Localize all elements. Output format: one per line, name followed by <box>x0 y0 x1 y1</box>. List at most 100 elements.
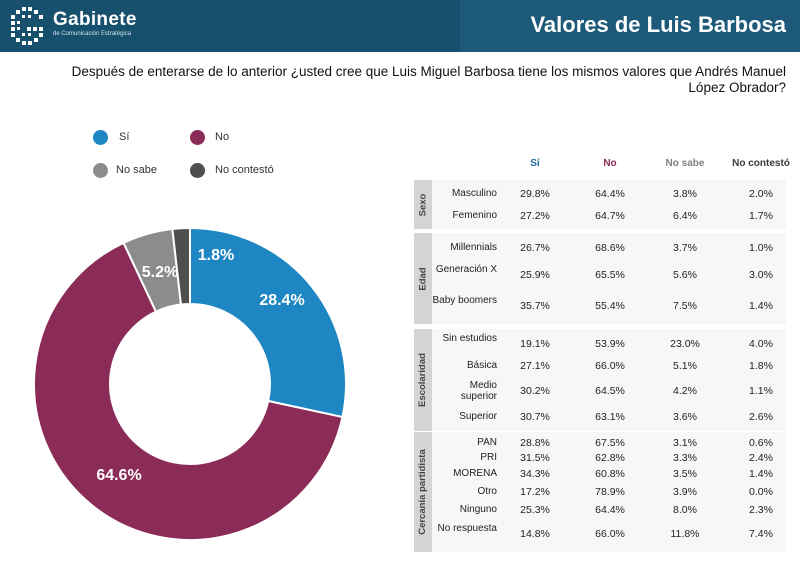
table-cell: 19.1% <box>520 337 550 350</box>
table-cell: 11.8% <box>670 528 700 540</box>
table-cell: 2.0% <box>749 188 773 200</box>
table-cell: 7.4% <box>749 528 773 540</box>
table-cell: 0.6% <box>749 436 773 449</box>
table-cell: 1.1% <box>749 385 773 397</box>
group-label: Edad <box>417 266 428 291</box>
table-cell: 1.8% <box>749 360 773 372</box>
table-cell: 3.6% <box>673 410 697 423</box>
donut-label-no-contest-: 1.8% <box>198 247 234 264</box>
table-cell: 64.4% <box>595 504 625 516</box>
group-cercan-a-partidista <box>414 432 786 552</box>
table-cell: 3.8% <box>673 188 697 200</box>
row-label: Superior <box>459 410 497 422</box>
table-cell: 26.7% <box>520 241 550 254</box>
column-header-no-contest-: No contestó <box>732 158 790 169</box>
legend-swatch-no <box>190 130 205 145</box>
table-cell: 14.8% <box>520 528 550 540</box>
page-title: Valores de Luis Barbosa <box>530 12 786 37</box>
table-cell: 55.4% <box>595 300 625 312</box>
table-cell: 3.7% <box>673 241 697 254</box>
table-cell: 2.4% <box>749 451 773 464</box>
donut-slice-s- <box>189 226 347 419</box>
table-cell: 5.6% <box>673 269 697 281</box>
table-cell: 27.2% <box>520 209 550 222</box>
table-cell: 1.0% <box>749 241 773 254</box>
table-cell: 3.0% <box>749 269 773 281</box>
table-cell: 64.5% <box>595 385 625 397</box>
row-label: PRI <box>480 451 497 463</box>
table-cell: 1.4% <box>749 468 773 480</box>
table-cell: 0.0% <box>749 486 773 498</box>
row-label: Medio superior <box>460 380 497 402</box>
table-cell: 1.4% <box>749 300 773 312</box>
table-cell: 27.1% <box>520 360 550 372</box>
row-label: Ninguno <box>459 504 497 515</box>
table-cell: 65.5% <box>595 269 625 281</box>
table-cell: 2.3% <box>749 504 773 516</box>
table-cell: 3.1% <box>673 436 697 449</box>
group-label-bar <box>414 180 432 229</box>
row-label: Básica <box>466 360 497 371</box>
legend-swatch-no-sabe <box>93 163 108 178</box>
row-label: Otro <box>477 486 497 497</box>
table-cell: 3.9% <box>673 486 697 498</box>
row-label: Femenino <box>452 209 497 221</box>
group-label-bar <box>414 233 432 324</box>
row-label: Millennials <box>450 241 497 253</box>
column-header-no: No <box>603 158 617 169</box>
table-cell: 62.8% <box>595 451 625 464</box>
header-stripe <box>0 0 460 52</box>
table-cell: 30.7% <box>520 410 550 423</box>
group-label-bar <box>414 432 432 552</box>
column-header-s-: Sí <box>530 158 540 169</box>
brand-subtitle: de Comunicación Estratégica <box>53 31 132 37</box>
table-cell: 67.5% <box>595 436 625 449</box>
table-cell: 30.2% <box>520 385 550 397</box>
table-cell: 66.0% <box>595 528 625 540</box>
table-cell: 23.0% <box>670 337 700 350</box>
group-edad <box>414 233 786 324</box>
legend-label-si: Sí <box>119 131 130 143</box>
table-cell: 25.9% <box>520 269 550 281</box>
table-cell: 4.2% <box>673 385 697 397</box>
table-cell: 60.8% <box>595 468 625 480</box>
table-cell: 53.9% <box>595 337 625 350</box>
group-label: Cercanía partidista <box>417 449 428 535</box>
table-cell: 17.2% <box>520 486 550 498</box>
legend-label-no-contesto: No contestó <box>215 164 274 176</box>
survey-question: Después de enterarse de lo anterior ¿ust… <box>71 64 786 95</box>
table-cell: 3.3% <box>673 451 697 464</box>
row-label: PAN <box>477 436 497 448</box>
row-label: Sin estudios <box>442 332 497 344</box>
donut-label-no-sabe: 5.2% <box>142 264 178 281</box>
table-cell: 31.5% <box>520 451 550 464</box>
table-cell: 34.3% <box>520 468 550 480</box>
table-cell: 64.7% <box>595 209 625 222</box>
table-cell: 7.5% <box>673 300 697 312</box>
row-label: Masculino <box>451 188 497 199</box>
table-cell: 29.8% <box>520 188 550 200</box>
legend-label-no-sabe: No sabe <box>116 164 157 176</box>
table-cell: 1.7% <box>749 209 773 222</box>
gabinete-logo-icon <box>11 7 43 45</box>
row-label: Baby boomers <box>432 295 497 306</box>
donut-slice-no-contest- <box>171 226 191 306</box>
group-label-bar <box>414 329 432 431</box>
donut-label-no: 64.6% <box>96 467 141 484</box>
table-cell: 4.0% <box>749 337 773 350</box>
table-cell: 6.4% <box>673 209 697 222</box>
row-label: MORENA <box>453 468 497 479</box>
group-escolaridad <box>414 329 786 431</box>
table-cell: 78.9% <box>595 486 625 498</box>
table-cell: 8.0% <box>673 504 697 516</box>
row-label: No respuesta <box>437 523 497 534</box>
donut-slice-no <box>33 241 344 541</box>
header-bar: Gabinete de Comunicación Estratégica Val… <box>0 0 800 52</box>
table-cell: 68.6% <box>595 241 625 254</box>
legend-swatch-no-contesto <box>190 163 205 178</box>
table-cell: 66.0% <box>595 360 625 372</box>
table-cell: 63.1% <box>595 410 625 423</box>
donut-chart: 28.4% 64.6% 5.2% 1.8% <box>33 226 347 541</box>
legend-swatch-si <box>93 130 108 145</box>
table-cell: 28.8% <box>520 436 550 449</box>
